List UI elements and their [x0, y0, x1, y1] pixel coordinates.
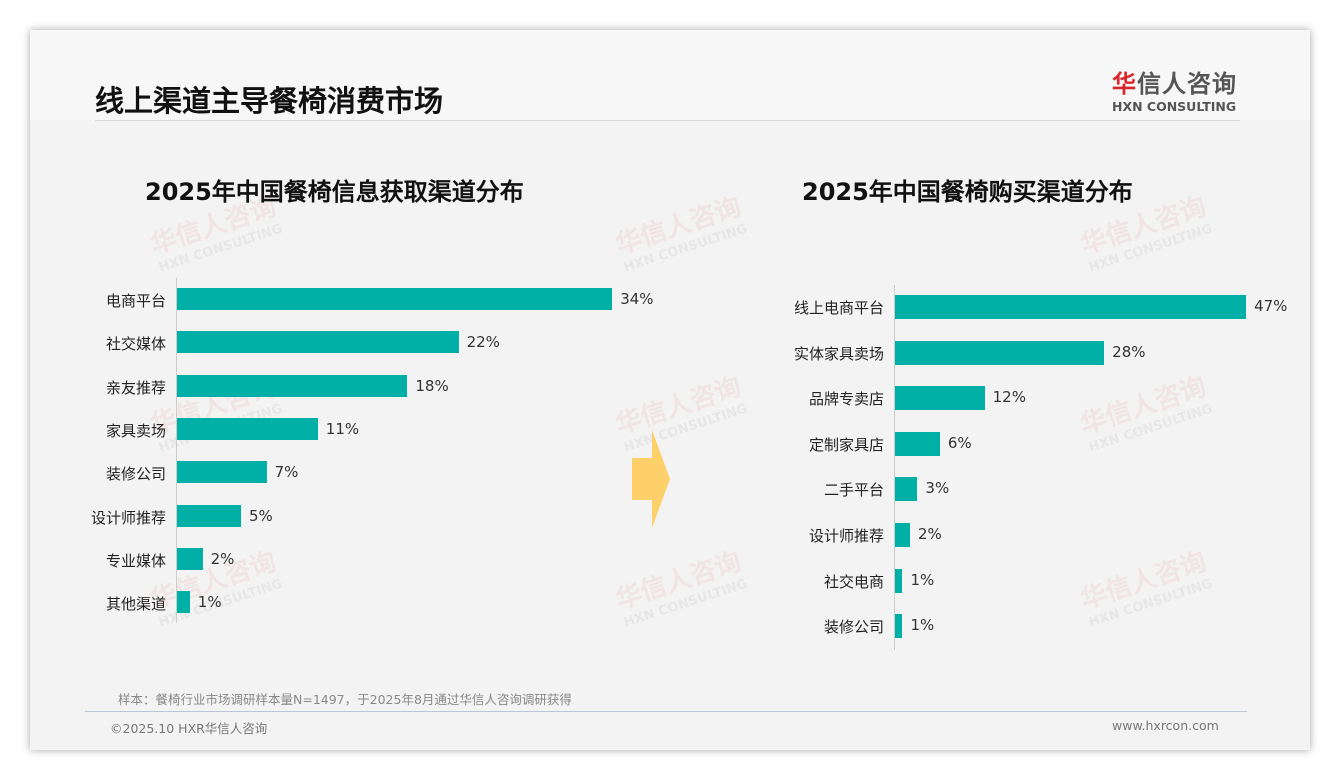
data-label: 6% — [947, 433, 972, 452]
data-label: 5% — [249, 506, 273, 525]
bar — [895, 614, 903, 639]
copyright: ©2025.10 HXR华信人咨询 — [110, 721, 268, 736]
data-label: 3% — [925, 479, 950, 498]
category-label: 专业媒体 — [105, 551, 166, 570]
footer-divider — [85, 711, 1247, 712]
category-label: 亲友推荐 — [105, 378, 166, 397]
logo: 华信人咨询 HXN CONSULTING — [1112, 64, 1237, 114]
divider — [95, 120, 1240, 121]
category-label: 品牌专卖店 — [808, 390, 884, 409]
bar — [177, 547, 203, 570]
category-label: 定制家具店 — [808, 435, 884, 454]
website-link[interactable]: www.hxrcon.com — [1112, 718, 1219, 733]
bar — [177, 374, 408, 397]
bar — [895, 477, 918, 502]
category-label: 线上电商平台 — [793, 299, 884, 317]
data-label: 47% — [1254, 297, 1288, 315]
bar — [177, 417, 318, 440]
data-label: 1% — [197, 593, 222, 612]
category-label: 社交电商 — [823, 572, 884, 591]
category-label: 装修公司 — [105, 465, 166, 484]
bar — [895, 386, 985, 411]
category-label: 实体家具卖场 — [793, 344, 884, 363]
bar — [177, 504, 241, 527]
category-label: 设计师推荐 — [808, 527, 884, 545]
category-label: 家具卖场 — [105, 421, 166, 440]
data-label: 1% — [910, 570, 935, 589]
data-label: 7% — [274, 463, 299, 482]
chart-title-left: 2025年中国餐椅信息获取渠道分布 — [145, 178, 524, 206]
data-label: 18% — [415, 376, 449, 395]
category-label: 二手平台 — [823, 481, 884, 500]
bar — [895, 295, 1247, 319]
data-label: 34% — [620, 290, 654, 308]
data-label: 2% — [210, 549, 235, 568]
data-label: 12% — [992, 388, 1026, 407]
arrow-right-icon — [632, 430, 670, 528]
bar — [177, 288, 613, 310]
page-title: 线上渠道主导餐椅消费市场 — [95, 84, 444, 118]
data-label: 22% — [466, 333, 500, 352]
bar — [895, 568, 903, 593]
y-axis — [176, 278, 177, 623]
logo-en: HXN CONSULTING — [1112, 99, 1237, 114]
category-label: 电商平台 — [105, 292, 166, 310]
category-label: 社交媒体 — [105, 335, 166, 354]
logo-cn-red: 华 — [1112, 70, 1137, 98]
bar — [895, 431, 940, 456]
data-label: 11% — [325, 419, 360, 438]
category-label: 其他渠道 — [105, 595, 166, 614]
bar — [895, 340, 1105, 365]
data-label: 28% — [1112, 342, 1146, 361]
header — [30, 30, 1310, 120]
data-label: 2% — [917, 525, 942, 543]
bar — [177, 331, 459, 354]
logo-cn: 信人咨询 — [1137, 70, 1237, 98]
slide: 线上渠道主导餐椅消费市场 华信人咨询 HXN CONSULTING 华信人咨询 H… — [30, 30, 1310, 750]
bar — [177, 591, 190, 614]
data-label: 1% — [910, 616, 935, 635]
bar — [895, 523, 910, 547]
chart-title-right: 2025年中国餐椅购买渠道分布 — [802, 178, 1133, 206]
category-label: 设计师推荐 — [90, 508, 166, 527]
category-label: 装修公司 — [823, 618, 884, 637]
sample-note: 样本：餐椅行业市场调研样本量N=1497，于2025年8月通过华信人咨询调研获得 — [118, 692, 572, 707]
y-axis — [894, 285, 895, 650]
bar — [177, 461, 267, 484]
